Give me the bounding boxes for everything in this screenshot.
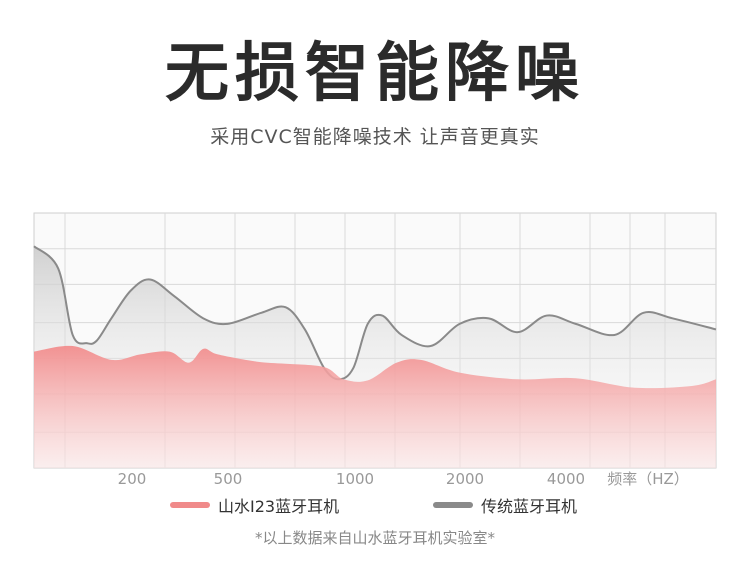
data-source-note: *以上数据来自山水蓝牙耳机实验室* (254, 529, 495, 547)
x-tick-label: 500 (214, 470, 243, 488)
x-axis-unit-label: 频率（HZ） (607, 470, 689, 488)
series-area-shanshui (34, 345, 716, 468)
legend-item-shanshui: 山水I23蓝牙耳机 (170, 493, 339, 517)
legend-swatch-traditional (433, 502, 473, 508)
page-subtitle: 采用CVC智能降噪技术 让声音更真实 (210, 126, 540, 148)
frequency-response-chart: 200 500 1000 2000 4000 频率（HZ） (33, 212, 717, 488)
x-tick-label: 2000 (446, 470, 484, 488)
legend-swatch-shanshui (170, 502, 210, 508)
legend-label-shanshui: 山水I23蓝牙耳机 (218, 497, 340, 516)
page-title: 无损智能降噪 (165, 37, 585, 111)
legend-item-traditional: 传统蓝牙耳机 (433, 493, 577, 517)
x-tick-label: 1000 (336, 470, 374, 488)
legend-label-traditional: 传统蓝牙耳机 (481, 497, 578, 516)
x-tick-label: 4000 (547, 470, 585, 488)
x-tick-label: 200 (118, 470, 147, 488)
